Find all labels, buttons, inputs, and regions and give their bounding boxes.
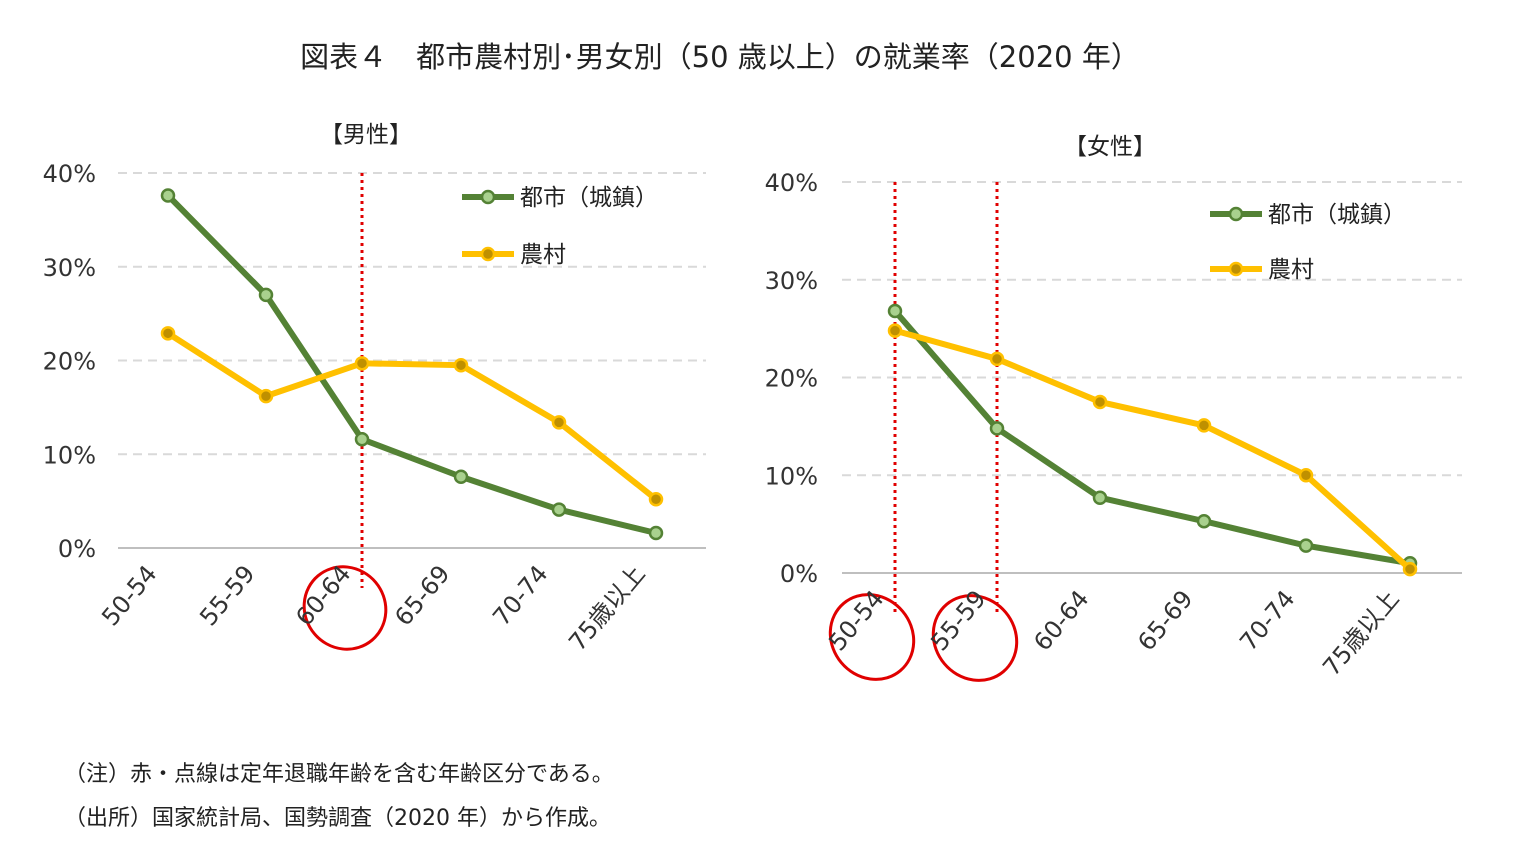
- data-point-rural: [1298, 468, 1314, 483]
- data-point-urban: [989, 421, 1005, 436]
- x-tick-label: 60-64: [1028, 585, 1094, 656]
- legend-marker-rural: [1228, 261, 1244, 277]
- y-tick-label: 0%: [58, 535, 96, 563]
- retirement-highlight-ellipse: [828, 593, 916, 681]
- legend-label-rural: 農村: [1268, 257, 1314, 283]
- data-point-urban: [551, 502, 567, 517]
- data-point-rural: [989, 351, 1005, 367]
- data-point-urban: [1196, 513, 1212, 529]
- y-tick-label: 40%: [43, 160, 96, 188]
- series-line-urban: [892, 308, 1413, 567]
- x-tick-label: 75歳以上: [563, 560, 650, 657]
- x-tick-label: 65-69: [1132, 585, 1198, 656]
- y-tick-label: 40%: [765, 169, 818, 197]
- data-point-urban: [1092, 490, 1108, 505]
- series-line-urban: [165, 192, 659, 536]
- x-tick-label: 70-74: [1234, 585, 1300, 656]
- data-point-urban: [354, 432, 370, 447]
- series-line-rural: [892, 327, 1413, 573]
- legend-marker-rural: [480, 246, 496, 262]
- data-point-rural: [160, 326, 176, 341]
- data-point-urban: [453, 469, 469, 484]
- chart-title: 【女性】: [1064, 134, 1156, 160]
- legend-label-rural: 農村: [520, 242, 566, 268]
- retirement-highlight-ellipse: [931, 594, 1019, 682]
- y-tick-label: 0%: [780, 560, 818, 588]
- data-point-rural: [258, 388, 274, 404]
- x-tick-label: 65-69: [389, 560, 455, 631]
- retirement-highlight-ellipse: [302, 565, 388, 651]
- data-point-rural: [1196, 418, 1212, 433]
- chart-title: 【男性】: [320, 122, 412, 148]
- data-point-rural: [551, 415, 567, 430]
- y-tick-label: 20%: [765, 365, 818, 393]
- data-point-rural: [887, 323, 903, 338]
- figure-title: 図表４ 都市農村別･男女別（50 歳以上）の就業率（2020 年）: [300, 40, 1140, 74]
- y-tick-label: 20%: [43, 348, 96, 376]
- data-point-urban: [258, 287, 274, 303]
- data-point-rural: [453, 357, 469, 373]
- note-text: （注）赤・点線は定年退職年齢を含む年齢区分である。: [64, 762, 614, 787]
- source-text: （出所）国家統計局、国勢調査（2020 年）から作成。: [64, 806, 611, 831]
- x-tick-label: 55-59: [194, 560, 260, 631]
- data-point-rural: [648, 492, 664, 507]
- y-tick-label: 10%: [43, 441, 96, 469]
- y-tick-label: 30%: [765, 267, 818, 295]
- x-tick-label: 70-74: [487, 560, 553, 631]
- data-point-urban: [1298, 538, 1314, 553]
- legend-label-urban: 都市（城鎮）: [520, 185, 658, 211]
- y-tick-label: 10%: [765, 462, 818, 490]
- y-tick-label: 30%: [43, 254, 96, 282]
- chart-female: 【女性】0%10%20%30%40%50-54 55-59 60-64 65-69 70…: [765, 134, 1462, 682]
- data-point-rural: [1092, 394, 1108, 410]
- data-point-urban: [160, 188, 176, 203]
- legend-label-urban: 都市（城鎮）: [1268, 202, 1406, 228]
- data-point-urban: [887, 303, 903, 319]
- data-point-urban: [648, 525, 664, 541]
- series-line-rural: [165, 330, 659, 503]
- legend-marker-urban: [1228, 206, 1244, 222]
- x-tick-label: 50-54: [96, 560, 162, 631]
- x-tick-label: 75歳以上: [1317, 585, 1404, 682]
- chart-male: 【男性】0%10%20%30%40%50-54 55-59 60-64 65-69 70…: [43, 122, 706, 657]
- data-point-rural: [354, 356, 370, 371]
- legend-marker-urban: [480, 189, 496, 205]
- data-point-rural: [1402, 561, 1418, 577]
